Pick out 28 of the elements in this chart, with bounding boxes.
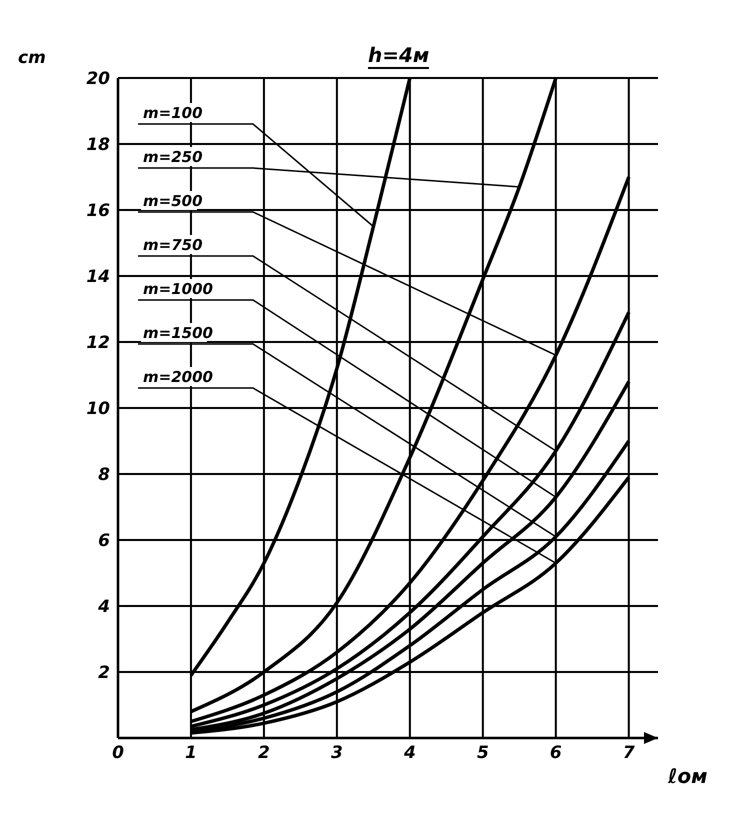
x-tick-label: 1 [185,743,197,764]
y-tick-label: 8 [98,465,110,486]
x-tick-label: 2 [258,743,270,764]
x-axis-title: ℓом [668,764,708,788]
text: m=750 [143,236,203,254]
chart-title: h=4м [368,43,430,69]
text: m=500 [143,192,203,210]
y-tick-label: 4 [97,597,110,618]
y-tick-label: 18 [86,135,110,156]
y-tick-label: 12 [86,333,110,354]
y-tick-label: 20 [86,69,110,90]
y-tick-label: 14 [86,267,110,288]
y-axis-title: cm [18,48,46,68]
text: m=100 [143,104,203,122]
text: m=2000 [143,368,213,386]
x-tick-label: 7 [622,743,635,764]
text: m=1000 [143,280,213,298]
x-tick-label: 3 [330,743,343,764]
y-tick-label: 2 [98,663,110,684]
x-tick-label: 4 [402,743,416,764]
x-tick-label: 5 [476,743,489,764]
x-tick-label: 0 [112,743,124,764]
y-tick-label: 6 [98,531,110,552]
text: m=1500 [143,324,213,342]
x-tick-label: 6 [550,743,562,764]
y-tick-label: 10 [86,399,110,420]
text: m=250 [143,148,203,166]
y-tick-label: 16 [86,201,110,222]
